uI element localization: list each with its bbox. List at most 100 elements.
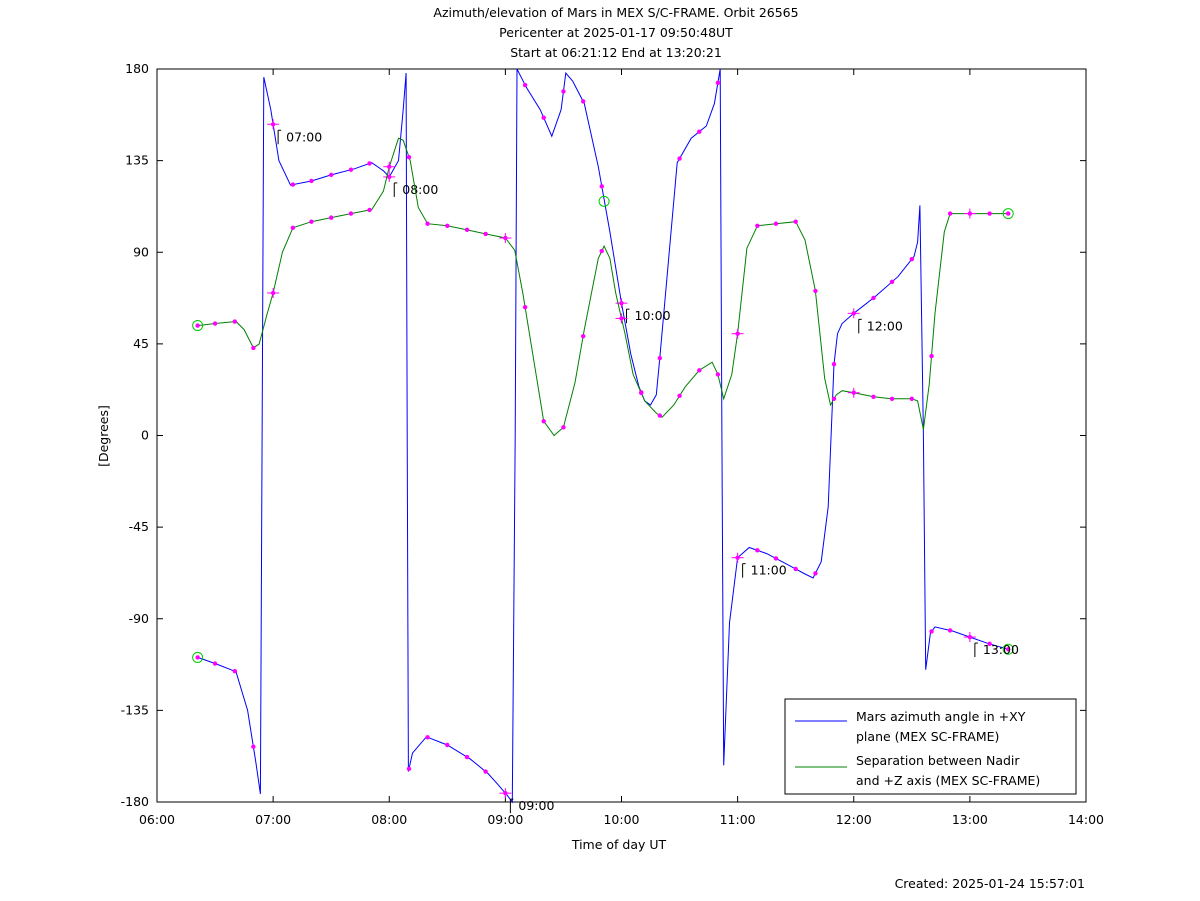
hour-label: 13:00 xyxy=(983,642,1019,657)
legend: Mars azimuth angle in +XY plane (MEX SC-… xyxy=(784,698,1077,795)
data-point-azimuth xyxy=(328,172,334,178)
data-point-separation xyxy=(813,288,818,294)
y-tick-label: 45 xyxy=(133,336,149,351)
data-point-separation xyxy=(929,353,934,359)
axis-ticks xyxy=(156,68,1087,803)
data-point-azimuth xyxy=(947,628,953,633)
data-point-azimuth xyxy=(425,735,430,740)
data-point-azimuth xyxy=(464,754,470,760)
y-tick-label: 90 xyxy=(133,244,149,259)
x-tick-label: 11:00 xyxy=(720,812,756,827)
data-point-separation xyxy=(947,211,953,216)
data-point-separation xyxy=(309,219,314,224)
data-point-azimuth xyxy=(929,629,934,634)
y-axis-label: [Degrees] xyxy=(96,405,111,467)
hour-label: 11:00 xyxy=(751,563,787,578)
plot-area: 07:00 08:00 09:00 10:00 11:00 12:00 13:00 xyxy=(192,68,1019,814)
legend-label-separation-line-1: Separation between Nadir xyxy=(856,753,1020,768)
data-point-azimuth xyxy=(677,156,682,161)
data-point-separation xyxy=(677,393,682,398)
data-point-azimuth xyxy=(793,566,798,572)
data-point-separation xyxy=(348,211,354,216)
x-tick-label: 07:00 xyxy=(255,812,291,827)
endpoint-circle-azimuth xyxy=(1002,643,1014,655)
data-point-azimuth xyxy=(251,744,256,749)
data-point-separation xyxy=(561,425,566,430)
data-point-separation xyxy=(909,396,915,402)
data-point-separation xyxy=(773,221,779,226)
y-tick-label: -180 xyxy=(121,794,149,809)
data-point-separation xyxy=(483,231,488,237)
data-point-azimuth xyxy=(232,669,238,674)
data-point-separation xyxy=(290,225,296,231)
data-point-azimuth xyxy=(889,279,895,284)
data-point-azimuth xyxy=(348,167,354,172)
data-point-azimuth xyxy=(755,548,760,553)
data-point-azimuth xyxy=(195,655,200,660)
x-tick-label: 14:00 xyxy=(1068,812,1104,827)
data-point-azimuth xyxy=(522,82,528,88)
x-tick-label: 06:00 xyxy=(139,812,175,827)
data-point-azimuth xyxy=(831,362,837,367)
data-point-separation xyxy=(755,223,760,228)
x-tick-label: 12:00 xyxy=(836,812,872,827)
hour-label: 12:00 xyxy=(867,318,903,333)
data-point-azimuth xyxy=(697,129,702,134)
data-point-azimuth xyxy=(580,99,586,104)
title-line-3: Start at 06:21:12 End at 13:20:21 xyxy=(510,45,722,60)
data-point-azimuth xyxy=(773,556,779,561)
data-point-azimuth xyxy=(871,295,876,301)
endpoint-circle-azimuth xyxy=(192,651,204,663)
data-point-separation xyxy=(406,155,412,160)
data-point-separation xyxy=(657,413,663,418)
y-tick-label: -90 xyxy=(129,611,149,626)
data-point-separation xyxy=(425,221,430,226)
data-point-azimuth xyxy=(406,766,412,772)
data-point-azimuth xyxy=(599,184,604,189)
data-point-separation xyxy=(871,394,876,400)
data-point-separation xyxy=(697,368,702,373)
legend-label-azimuth-line-1: Mars azimuth angle in +XY xyxy=(856,709,1026,724)
data-point-azimuth xyxy=(657,355,663,361)
data-point-azimuth xyxy=(212,661,218,666)
data-point-azimuth xyxy=(309,178,314,184)
y-tick-label: -135 xyxy=(121,702,149,717)
data-point-separation xyxy=(367,207,372,213)
legend-label-separation-line-2: and +Z axis (MEX SC-FRAME) xyxy=(856,773,1040,788)
data-point-separation xyxy=(987,211,992,216)
axis-tick-labels: 06:00 07:00 08:00 09:00 10:00 11:00 12:00 13:00… xyxy=(121,61,1104,827)
data-point-azimuth xyxy=(987,641,992,647)
data-point-azimuth xyxy=(445,742,450,748)
plot-frame xyxy=(156,68,1087,803)
data-point-azimuth xyxy=(1005,647,1011,652)
data-point-azimuth xyxy=(483,769,488,774)
data-point-separation xyxy=(715,372,721,377)
x-axis-label: Time of day UT xyxy=(571,837,667,852)
data-point-separation xyxy=(889,396,895,402)
endpoint-circle-separation xyxy=(1002,208,1014,220)
data-point-azimuth xyxy=(541,115,546,120)
pericenter-circle xyxy=(598,195,610,207)
x-tick-label: 10:00 xyxy=(603,812,639,827)
title-line-1: Azimuth/elevation of Mars in MEX S/C-FRA… xyxy=(433,5,798,20)
hour-label: 08:00 xyxy=(402,182,438,197)
data-point-azimuth xyxy=(290,182,296,187)
data-point-azimuth xyxy=(715,80,721,86)
x-tick-label: 13:00 xyxy=(952,812,988,827)
data-point-separation xyxy=(639,390,644,396)
data-point-azimuth xyxy=(813,571,818,576)
x-tick-label: 09:00 xyxy=(487,812,523,827)
y-tick-label: 180 xyxy=(125,61,149,76)
title-line-2: Pericenter at 2025-01-17 09:50:48UT xyxy=(499,25,733,40)
data-point-azimuth xyxy=(367,161,372,166)
data-point-separation xyxy=(445,223,450,228)
data-point-azimuth xyxy=(909,257,915,262)
data-point-separation xyxy=(195,323,200,328)
hour-label: 10:00 xyxy=(635,308,671,323)
data-point-separation xyxy=(232,319,238,324)
hour-label: 09:00 xyxy=(518,798,554,813)
endpoint-circle-separation xyxy=(192,320,204,332)
data-point-separation xyxy=(522,305,528,310)
x-tick-label: 08:00 xyxy=(371,812,407,827)
data-point-azimuth xyxy=(561,89,566,94)
